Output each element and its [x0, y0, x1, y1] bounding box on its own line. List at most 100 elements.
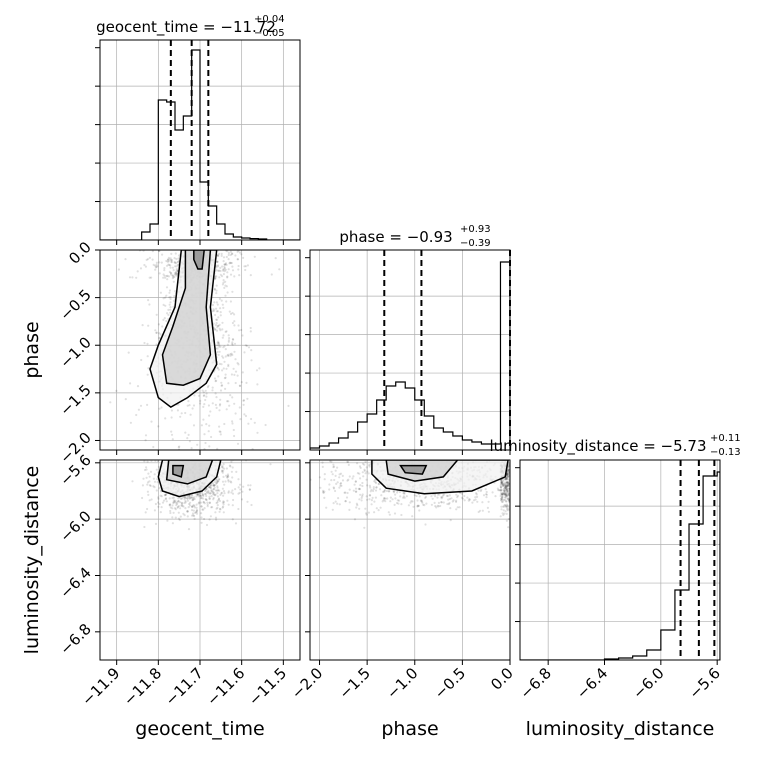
- sample-point: [215, 275, 218, 278]
- sample-point: [196, 443, 199, 446]
- sample-point: [177, 446, 180, 449]
- sample-point: [222, 475, 225, 478]
- sample-point: [505, 483, 508, 487]
- sample-point: [503, 492, 506, 495]
- sample-point: [212, 488, 215, 491]
- sample-point: [154, 329, 157, 332]
- x-tick-label: −11.7: [162, 664, 207, 709]
- sample-point: [195, 495, 198, 498]
- sample-point: [212, 488, 215, 491]
- sample-point: [224, 480, 227, 483]
- x-tick-label: −1.0: [383, 664, 421, 702]
- sample-point: [506, 483, 509, 487]
- sample-point: [216, 506, 219, 509]
- sample-point: [214, 489, 218, 492]
- sample-point: [194, 452, 196, 454]
- sample-point: [146, 483, 149, 486]
- sample-point: [225, 467, 228, 470]
- sample-point: [157, 460, 160, 463]
- sample-point: [449, 519, 452, 522]
- sample-point: [223, 360, 226, 363]
- sample-point: [181, 502, 184, 505]
- sample-point: [334, 500, 337, 503]
- sample-point: [224, 373, 227, 376]
- sample-point: [182, 505, 185, 508]
- sample-point: [501, 495, 504, 498]
- sample-point: [163, 267, 166, 270]
- sample-point: [216, 254, 219, 257]
- sample-point: [507, 455, 509, 457]
- sample-point: [192, 504, 195, 507]
- sample-point: [419, 457, 421, 459]
- sample-point: [506, 494, 509, 497]
- sample-point: [164, 493, 167, 496]
- sample-point: [190, 505, 194, 509]
- sample-point: [164, 493, 167, 496]
- sample-point: [239, 418, 242, 421]
- sample-point: [285, 474, 287, 476]
- sample-point: [202, 418, 205, 421]
- sample-point: [215, 482, 218, 485]
- sample-point: [338, 503, 341, 506]
- sample-point: [134, 444, 136, 446]
- sample-point: [478, 509, 482, 512]
- sample-point: [146, 403, 149, 406]
- sample-point: [226, 271, 229, 274]
- sample-point: [222, 256, 226, 259]
- sample-point: [166, 258, 170, 261]
- sample-point: [166, 260, 169, 263]
- sample-point: [189, 496, 192, 499]
- sample-point: [165, 264, 169, 267]
- sample-point: [148, 303, 151, 306]
- sample-point: [200, 496, 203, 499]
- sample-point: [243, 351, 246, 354]
- sample-point: [501, 496, 504, 499]
- sample-point: [358, 488, 361, 491]
- sample-point: [506, 486, 509, 489]
- sample-point: [506, 485, 509, 488]
- sample-point: [500, 497, 503, 500]
- sample-point: [209, 456, 211, 458]
- sample-point: [456, 494, 460, 497]
- sample-point: [354, 480, 357, 483]
- sample-point: [173, 295, 176, 298]
- sample-point: [174, 290, 177, 293]
- sample-point: [214, 276, 217, 279]
- sample-point: [169, 301, 172, 304]
- sample-point: [209, 492, 212, 495]
- sample-point: [201, 497, 205, 500]
- sample-point: [534, 479, 536, 481]
- sample-point: [382, 499, 385, 502]
- sample-point: [482, 494, 486, 497]
- sample-point: [244, 344, 247, 347]
- sample-point: [505, 485, 508, 488]
- sample-point: [202, 508, 205, 511]
- sample-point: [502, 456, 504, 458]
- sample-point: [224, 355, 227, 358]
- sample-point: [183, 498, 186, 501]
- sample-point: [506, 490, 509, 493]
- sample-point: [499, 486, 503, 489]
- sample-point: [249, 484, 252, 487]
- sample-point: [219, 447, 221, 449]
- sample-point: [186, 437, 189, 440]
- sample-point: [217, 498, 220, 501]
- sample-point: [442, 493, 446, 496]
- sample-point: [250, 417, 253, 421]
- sample-point: [500, 498, 503, 501]
- sample-point: [364, 472, 367, 475]
- sample-point: [236, 250, 239, 253]
- sample-point: [175, 269, 179, 272]
- sample-point: [205, 392, 208, 395]
- sample-point: [177, 257, 180, 260]
- sample-point: [348, 475, 351, 478]
- sample-point: [191, 514, 194, 517]
- sample-point: [232, 498, 235, 502]
- sample-point: [218, 269, 221, 272]
- sample-point: [197, 447, 199, 449]
- sample-point: [437, 505, 440, 508]
- sample-point: [534, 486, 536, 488]
- sample-point: [507, 482, 510, 485]
- sample-point: [356, 462, 359, 465]
- sample-point: [475, 455, 477, 457]
